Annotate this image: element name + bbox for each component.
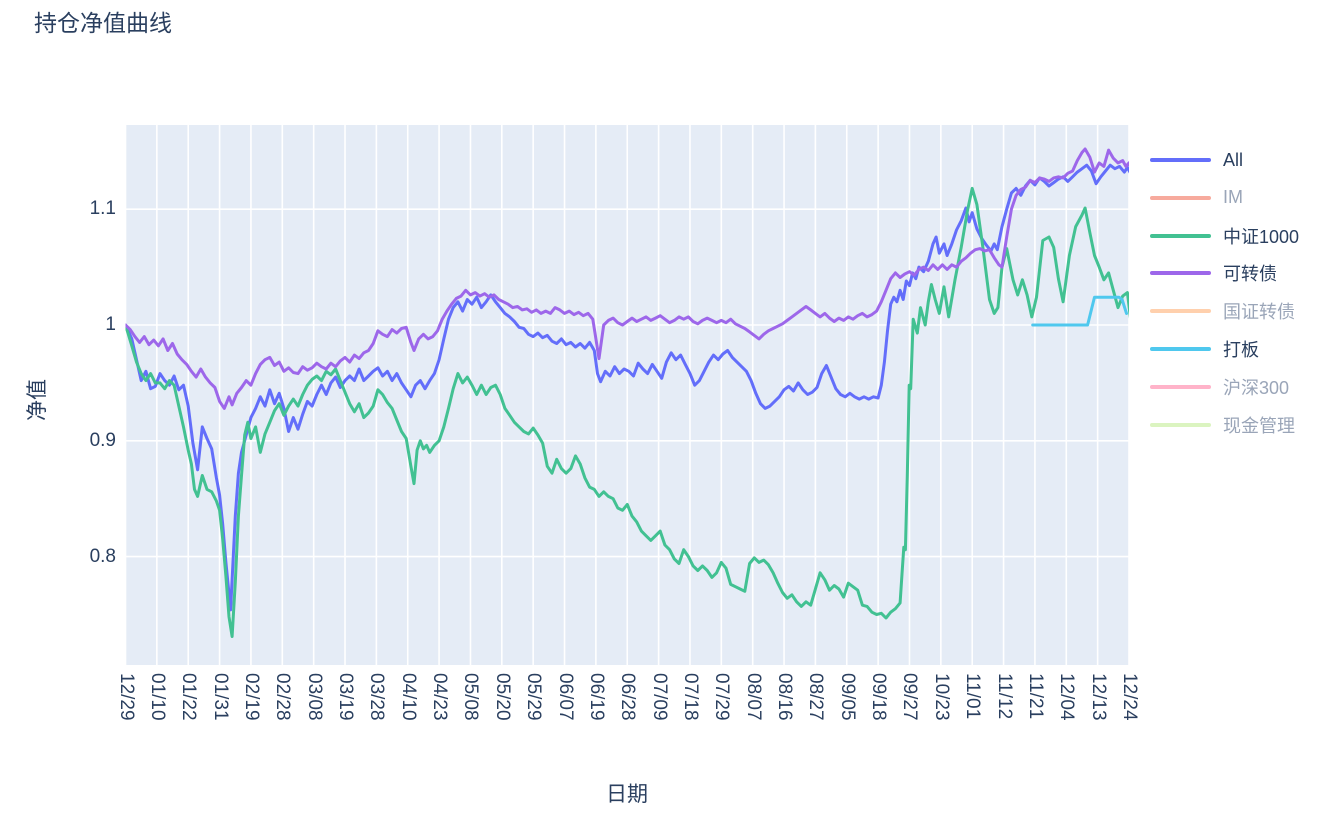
legend-label: 现金管理 — [1223, 415, 1295, 436]
x-tick-label: 12/29 — [115, 673, 137, 721]
series-line-打板 — [1031, 295, 1128, 327]
x-tick-label: 10/23 — [930, 673, 952, 721]
legend-line-swatch — [1150, 195, 1211, 200]
x-tick-label: 12/04 — [1056, 673, 1078, 721]
x-tick-label: 03/28 — [366, 673, 388, 721]
x-tick-label: 12/24 — [1119, 673, 1140, 721]
x-tick-label: 02/19 — [240, 673, 262, 721]
legend-item-中证1000[interactable]: 中证1000 — [1150, 217, 1299, 255]
x-tick-label: 05/08 — [460, 673, 482, 721]
legend-line-swatch — [1150, 233, 1211, 238]
legend-label: IM — [1223, 187, 1243, 208]
chart-title: 持仓净值曲线 — [34, 10, 172, 36]
x-tick-label: 04/10 — [397, 673, 419, 721]
x-tick-label: 09/27 — [899, 673, 921, 721]
x-tick-label: 11/01 — [962, 673, 984, 720]
legend-line-swatch — [1150, 384, 1211, 389]
x-tick-label: 07/29 — [711, 673, 733, 721]
legend-item-国证转债[interactable]: 国证转债 — [1150, 292, 1295, 330]
x-tick-label: 08/16 — [774, 673, 796, 721]
y-tick-label: 0.9 — [89, 429, 116, 451]
legend-label: All — [1223, 149, 1244, 170]
legend-line-swatch — [1150, 271, 1211, 276]
legend-item-打板[interactable]: 打板 — [1150, 330, 1259, 368]
y-tick-label: 1 — [105, 314, 116, 335]
legend-item-可转债[interactable]: 可转债 — [1150, 254, 1277, 292]
legend-line-swatch — [1150, 158, 1211, 162]
legend-label: 沪深300 — [1223, 377, 1290, 398]
x-tick-label: 05/20 — [491, 673, 513, 721]
x-tick-label: 11/21 — [1024, 673, 1046, 720]
x-tick-label: 08/27 — [805, 673, 827, 721]
legend-line-swatch — [1150, 347, 1211, 351]
x-tick-label: 07/18 — [679, 673, 701, 721]
y-tick-label: 0.8 — [89, 545, 116, 567]
x-tick-label: 12/13 — [1087, 673, 1109, 721]
legend-label: 可转债 — [1223, 264, 1277, 285]
y-axis-title: 净值 — [26, 379, 49, 421]
x-tick-label: 05/29 — [523, 673, 545, 721]
x-tick-label: 07/09 — [648, 673, 670, 721]
y-tick-label: 1.1 — [89, 198, 116, 220]
series-line-All — [125, 163, 1129, 612]
legend-item-沪深300[interactable]: 沪深300 — [1150, 368, 1289, 406]
x-tick-label: 06/07 — [554, 673, 576, 721]
series-line-可转债 — [125, 147, 1129, 410]
legend-label: 中证1000 — [1223, 226, 1300, 247]
x-tick-label: 08/07 — [742, 673, 764, 721]
x-tick-label: 06/19 — [585, 673, 607, 721]
legend-line-swatch — [1150, 309, 1211, 314]
series-line-中证1000 — [125, 186, 1129, 638]
x-tick-label: 03/08 — [303, 673, 325, 721]
x-tick-label: 06/28 — [617, 673, 639, 721]
legend-item-现金管理[interactable]: 现金管理 — [1150, 406, 1295, 444]
legend-item-All[interactable]: All — [1150, 141, 1243, 179]
legend-label: 打板 — [1223, 340, 1259, 360]
x-tick-label: 01/10 — [146, 673, 168, 721]
x-tick-label: 04/23 — [429, 673, 451, 721]
legend-label: 国证转债 — [1223, 302, 1295, 323]
x-tick-label: 01/31 — [209, 673, 231, 721]
x-tick-label: 09/05 — [836, 673, 858, 721]
legend-item-IM[interactable]: IM — [1150, 179, 1243, 217]
x-tick-label: 11/12 — [993, 673, 1015, 720]
x-tick-label: 09/18 — [868, 673, 890, 721]
x-tick-label: 02/28 — [272, 673, 294, 721]
legend-line-swatch — [1150, 422, 1211, 427]
x-tick-label: 01/22 — [178, 673, 200, 721]
x-axis-title: 日期 — [606, 783, 648, 806]
x-tick-label: 03/19 — [335, 673, 357, 721]
